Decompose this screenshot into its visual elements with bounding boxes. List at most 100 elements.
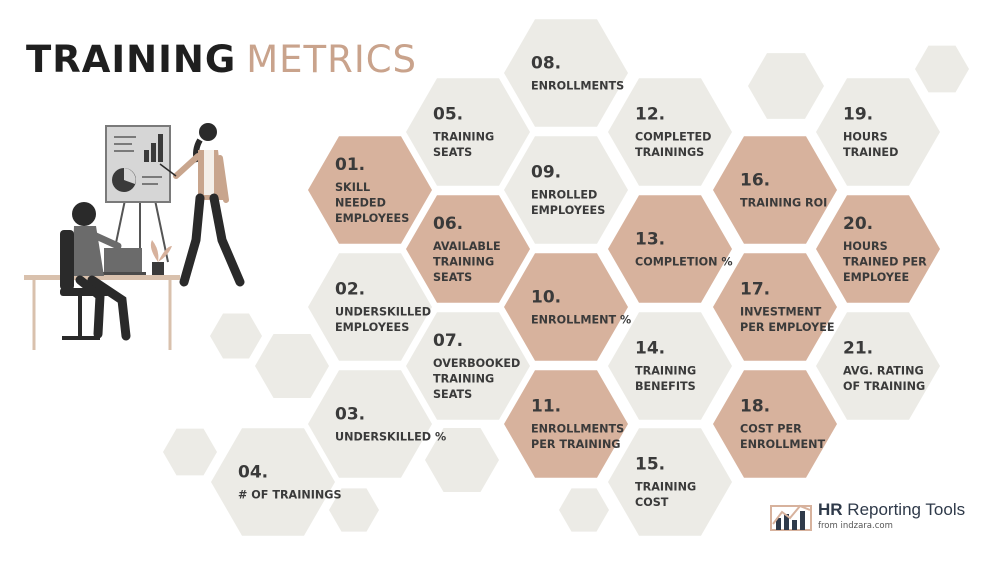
metric-number: 01.	[335, 155, 365, 175]
metric-number: 20.	[843, 214, 873, 234]
metric-label-line: OVERBOOKED	[433, 357, 520, 370]
metric-label-line: ENROLLMENT	[740, 438, 826, 451]
hexagon-shape	[504, 253, 628, 361]
metric-label-line: ENROLLMENTS	[531, 79, 624, 92]
metric-hex-12: 12. COMPLETED TRAININGS	[608, 78, 732, 186]
metric-label-line: SEATS	[433, 388, 472, 401]
metric-hex-19: 19. HOURS TRAINED	[816, 78, 940, 186]
metric-number: 13.	[635, 229, 665, 249]
metric-label-line: TRAINING	[433, 255, 494, 268]
metric-number: 08.	[531, 53, 561, 73]
metric-label-line: COMPLETED	[635, 131, 711, 144]
metric-hex-01: 01. SKILL NEEDED EMPLOYEES	[308, 136, 432, 244]
metric-label-line: TRAINING ROI	[740, 196, 827, 209]
metric-label-line: EMPLOYEES	[335, 212, 409, 225]
metric-label-line: # OF TRAININGS	[238, 488, 342, 501]
metric-hex-04: 04. # OF TRAININGS	[211, 428, 342, 536]
metric-number: 09.	[531, 163, 561, 183]
metric-hex-13: 13. COMPLETION %	[608, 195, 733, 303]
metric-hex-15: 15. TRAINING COST	[608, 428, 732, 536]
metric-number: 11.	[531, 397, 561, 417]
metric-label-line: HOURS	[843, 240, 888, 253]
metric-label-line: PER EMPLOYEE	[740, 321, 835, 334]
metric-label-line: UNDERSKILLED %	[335, 430, 446, 443]
hexagon-shape	[308, 136, 432, 244]
metric-label-line: SEATS	[433, 146, 472, 159]
metric-hex-10: 10. ENROLLMENT %	[504, 253, 631, 361]
metric-label-line: TRAINED	[843, 146, 898, 159]
metric-label-line: TRAINED PER	[843, 255, 927, 268]
metric-label-line: COST	[635, 496, 669, 509]
metric-label-line: COMPLETION %	[635, 255, 733, 268]
hexagon-shape	[308, 253, 432, 361]
metric-label-line: ENROLLMENT %	[531, 313, 631, 326]
metric-number: 21.	[843, 339, 873, 359]
metric-hex-05: 05. TRAINING SEATS	[406, 78, 530, 186]
metric-hex-11: 11. ENROLLMENTS PER TRAINING	[504, 370, 628, 478]
hexagon-shape	[608, 312, 732, 420]
metric-label-line: UNDERSKILLED	[335, 306, 431, 319]
metric-label-line: EMPLOYEE	[843, 271, 909, 284]
metric-number: 07.	[433, 331, 463, 351]
metric-hex-16: 16. TRAINING ROI	[713, 136, 837, 244]
metric-hex-08: 08. ENROLLMENTS	[504, 19, 628, 127]
hexagon-shape	[504, 19, 628, 127]
hexagon-shape	[211, 428, 335, 536]
metric-number: 16.	[740, 170, 770, 190]
metric-label-line: HOURS	[843, 131, 888, 144]
metric-number: 18.	[740, 397, 770, 417]
decorative-hexagon	[163, 428, 217, 476]
metric-label-line: COST PER	[740, 423, 802, 436]
metric-hex-14: 14. TRAINING BENEFITS	[608, 312, 732, 420]
metric-number: 15.	[635, 455, 665, 475]
metric-label-line: INVESTMENT	[740, 306, 822, 319]
metric-label-line: ENROLLED	[531, 189, 597, 202]
decorative-hexagon	[559, 488, 609, 532]
metric-label-line: OF TRAINING	[843, 380, 925, 393]
hexagon-shape	[608, 428, 732, 536]
decorative-hexagon	[255, 334, 329, 398]
metric-number: 05.	[433, 105, 463, 125]
presenter-illustration	[24, 123, 245, 350]
decorative-hexagon	[748, 53, 824, 119]
title-bold: TRAINING	[26, 38, 237, 81]
brand-subtitle: from indzara.com	[818, 521, 893, 531]
hexagon-shape	[816, 195, 940, 303]
metric-hex-09: 09. ENROLLED EMPLOYEES	[504, 136, 628, 244]
hexagon-shape	[504, 370, 628, 478]
brand-name: HR Reporting Tools	[818, 500, 966, 519]
brand-logo: HR Reporting Tools from indzara.com	[770, 498, 990, 538]
metric-hex-07: 07. OVERBOOKED TRAINING SEATS	[406, 312, 530, 420]
hexagon-shape	[713, 136, 837, 244]
metric-number: 06.	[433, 214, 463, 234]
metric-label-line: TRAINING	[635, 481, 696, 494]
metric-label-line: TRAININGS	[635, 146, 704, 159]
metric-number: 14.	[635, 339, 665, 359]
hexagon-shape	[713, 253, 837, 361]
metric-label-line: AVAILABLE	[433, 240, 501, 253]
chart-logo-icon	[770, 504, 812, 531]
metric-number: 12.	[635, 105, 665, 125]
metric-label-line: TRAINING	[433, 131, 494, 144]
metric-hex-06: 06. AVAILABLE TRAINING SEATS	[406, 195, 530, 303]
metric-label-line: SKILL	[335, 181, 370, 194]
decorative-hexagon	[915, 45, 969, 93]
hexagon-shape	[608, 195, 732, 303]
hexagon-shape	[504, 136, 628, 244]
metric-label-line: NEEDED	[335, 196, 386, 209]
metric-label-line: SEATS	[433, 271, 472, 284]
metric-number: 02.	[335, 280, 365, 300]
metric-hex-21: 21. AVG. RATING OF TRAINING	[816, 312, 940, 420]
metric-hex-02: 02. UNDERSKILLED EMPLOYEES	[308, 253, 432, 361]
metric-label-line: PER TRAINING	[531, 438, 621, 451]
decorative-hexagon	[425, 428, 499, 492]
hexagon-shape	[816, 312, 940, 420]
hexagon-shape	[608, 78, 732, 186]
metric-label-line: BENEFITS	[635, 380, 696, 393]
metric-number: 17.	[740, 280, 770, 300]
metric-label-line: TRAINING	[433, 372, 494, 385]
hexagon-shape	[406, 195, 530, 303]
metric-number: 10.	[531, 287, 561, 307]
decorative-hexagons	[163, 45, 969, 532]
